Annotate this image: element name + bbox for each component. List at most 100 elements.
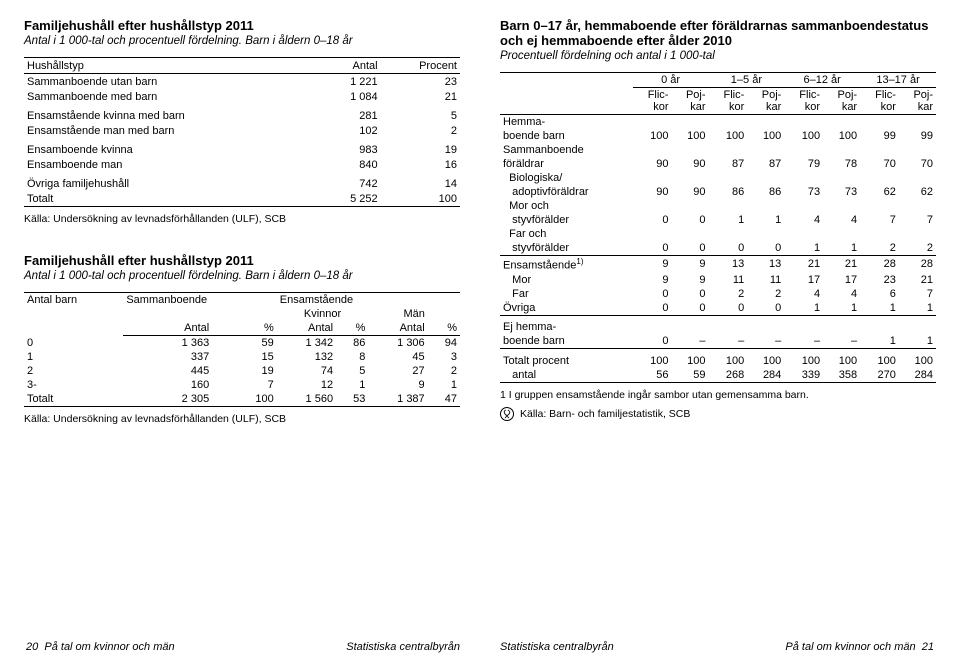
cell: Sammanboende bbox=[500, 143, 936, 157]
table-row: föräldrar9090878779787070 bbox=[500, 157, 936, 171]
table2: Antal barn Sammanboende Ensamstående Kvi… bbox=[24, 292, 460, 407]
cell: styvförälder bbox=[500, 241, 633, 256]
cell: 9 bbox=[671, 273, 708, 287]
table-row: 3- 1607 121 91 bbox=[24, 378, 460, 392]
cell: 14 bbox=[381, 176, 460, 191]
cell: 86 bbox=[336, 336, 368, 351]
cell: Ensamstående1) bbox=[500, 256, 633, 273]
footer-l-text: På tal om kvinnor och män bbox=[44, 641, 174, 653]
cell: 7 bbox=[899, 287, 936, 301]
cell: 1 bbox=[784, 301, 823, 316]
t1-total-antal: 5 252 bbox=[320, 191, 381, 207]
cell: 1 bbox=[428, 378, 460, 392]
t1-h-antal: Antal bbox=[320, 58, 381, 74]
cell: 79 bbox=[784, 157, 823, 171]
cell: 73 bbox=[823, 185, 860, 199]
cell: Mor bbox=[500, 273, 633, 287]
cell: 100 bbox=[633, 129, 672, 143]
rt-pojkar: Poj-kar bbox=[899, 88, 936, 115]
table-row: Ensamstående kvinna med barn 281 5 bbox=[24, 108, 460, 123]
cell: 100 bbox=[899, 354, 936, 368]
cell: Sammanboende utan barn bbox=[24, 74, 320, 90]
cell: 12 bbox=[277, 378, 336, 392]
cell: 6 bbox=[860, 287, 899, 301]
cell: 9 bbox=[671, 256, 708, 273]
t2-subtitle: Antal i 1 000-tal och procentuell fördel… bbox=[24, 270, 460, 282]
cell: 1 306 bbox=[368, 336, 427, 351]
cell: 21 bbox=[899, 273, 936, 287]
cell: 90 bbox=[671, 185, 708, 199]
t1-title: Familjehushåll efter hushållstyp 2011 bbox=[24, 18, 460, 33]
table-row: boende barn0–––––11 bbox=[500, 334, 936, 349]
rt-pojkar: Poj-kar bbox=[671, 88, 708, 115]
cell: 73 bbox=[784, 185, 823, 199]
cell: 0 bbox=[24, 336, 123, 351]
table-row: Ensamstående man med barn 102 2 bbox=[24, 123, 460, 138]
t2-title: Familjehushåll efter hushållstyp 2011 bbox=[24, 253, 460, 268]
t2-source: Källa: Undersökning av levnadsförhålland… bbox=[24, 413, 460, 425]
rt-flickor: Flic-kor bbox=[709, 88, 748, 115]
footer-r-center: Statistiska centralbyrån bbox=[500, 641, 614, 653]
cell: 1 bbox=[899, 301, 936, 316]
cell: 4 bbox=[823, 213, 860, 227]
cell: adoptivföräldrar bbox=[500, 185, 633, 199]
cell: 70 bbox=[899, 157, 936, 171]
cell: 0 bbox=[633, 213, 672, 227]
cell: 100 bbox=[747, 354, 784, 368]
table-row: Ensamstående1)99131321212828 bbox=[500, 256, 936, 273]
cell: 160 bbox=[123, 378, 212, 392]
cell: 9 bbox=[368, 378, 427, 392]
cell: Far och bbox=[500, 227, 936, 241]
table-row: Ensamboende man 840 16 bbox=[24, 157, 460, 172]
cell: 1 bbox=[823, 241, 860, 256]
table-row: Mor och bbox=[500, 199, 936, 213]
cell: 86 bbox=[747, 185, 784, 199]
cell: – bbox=[747, 334, 784, 349]
t2-h-barn: Antal barn bbox=[24, 293, 123, 336]
cell: 840 bbox=[320, 157, 381, 172]
cell: Far bbox=[500, 287, 633, 301]
cell: antal bbox=[500, 368, 633, 383]
cell: 358 bbox=[823, 368, 860, 383]
t2-h-a1: Antal bbox=[123, 321, 212, 336]
table-row: Biologiska/ bbox=[500, 171, 936, 185]
cell: 132 bbox=[277, 350, 336, 364]
rt-age0: 0 år bbox=[633, 73, 709, 88]
cell: 100 bbox=[709, 129, 748, 143]
cell: 9 bbox=[633, 256, 672, 273]
table-row: Ej hemma- bbox=[500, 320, 936, 334]
cell: 2 bbox=[747, 287, 784, 301]
cell: 86 bbox=[709, 185, 748, 199]
cell: 0 bbox=[671, 287, 708, 301]
cell: Sammanboende med barn bbox=[24, 89, 320, 104]
cell: 100 bbox=[784, 354, 823, 368]
cell: Ensamstående man med barn bbox=[24, 123, 320, 138]
cell: 337 bbox=[123, 350, 212, 364]
table-row: styvförälder00114477 bbox=[500, 213, 936, 227]
rt-age3: 13–17 år bbox=[860, 73, 936, 88]
cell: 17 bbox=[823, 273, 860, 287]
cell: 8 bbox=[336, 350, 368, 364]
rt-note: 1 I gruppen ensamstående ingår sambor ut… bbox=[500, 389, 936, 401]
cell: 100 bbox=[823, 129, 860, 143]
t2-tot-b: Totalt bbox=[24, 392, 123, 407]
cell: Mor och bbox=[500, 199, 936, 213]
right-table: 0 år 1–5 år 6–12 år 13–17 år Flic-korPoj… bbox=[500, 72, 936, 383]
cell: 1 bbox=[336, 378, 368, 392]
cell: 268 bbox=[709, 368, 748, 383]
cell: 2 bbox=[709, 287, 748, 301]
cell: 1 363 bbox=[123, 336, 212, 351]
cell: 28 bbox=[860, 256, 899, 273]
cell: 59 bbox=[212, 336, 277, 351]
cell: 59 bbox=[671, 368, 708, 383]
cell: 4 bbox=[823, 287, 860, 301]
t2-h-ensam: Ensamstående bbox=[277, 293, 460, 308]
cell: 1 bbox=[899, 334, 936, 349]
cell: 62 bbox=[860, 185, 899, 199]
cell: 100 bbox=[823, 354, 860, 368]
t1-total-procent: 100 bbox=[381, 191, 460, 207]
cell: 11 bbox=[709, 273, 748, 287]
cell: 0 bbox=[633, 301, 672, 316]
t2-tot-ma: 1 387 bbox=[368, 392, 427, 407]
cell: 62 bbox=[899, 185, 936, 199]
